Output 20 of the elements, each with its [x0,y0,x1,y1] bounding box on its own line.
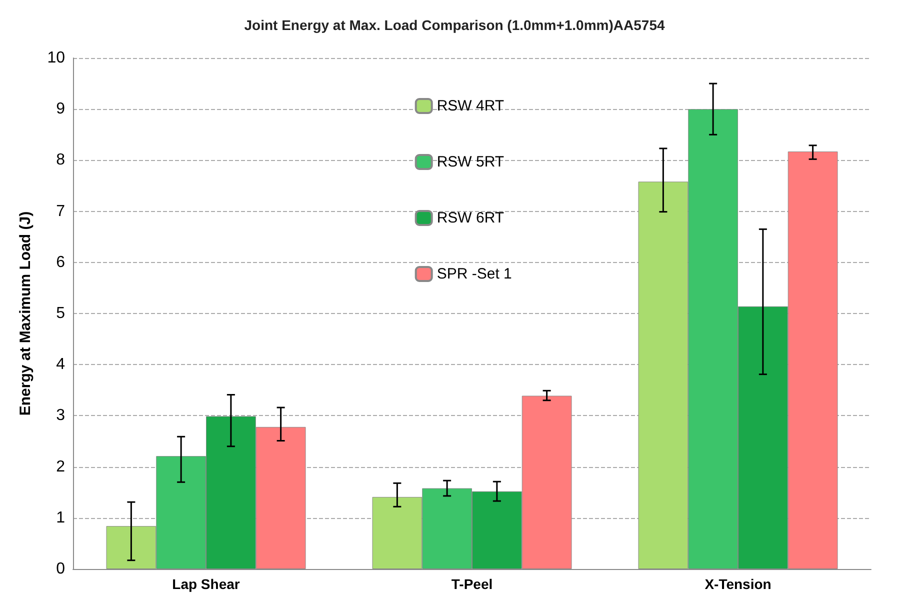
y-tick-label: 6 [56,254,66,271]
x-tick-label: Lap Shear [172,576,240,592]
x-tick-label: X-Tension [704,576,772,592]
y-tick-label: 0 [56,560,66,578]
legend-label: SPR -Set 1 [436,266,512,282]
y-tick-label: 9 [56,100,66,118]
chart-title: Joint Energy at Max. Load Comparison (1.0mm+1.0mm)AA5754 [244,17,665,33]
y-tick-label: 4 [56,356,66,374]
y-tick-label: 7 [56,202,66,220]
y-axis-title: Energy at Maximum Load (J) [17,211,34,416]
legend-label: RSW 6RT [436,210,504,226]
x-tick-label: T-Peel [451,576,493,592]
legend-label: RSW 4RT [436,98,504,114]
y-tick-label: 3 [56,407,66,424]
y-tick-label: 8 [56,152,66,169]
y-tick-label: 10 [47,50,66,66]
y-tick-label: 5 [56,305,66,322]
y-tick-label: 2 [56,458,66,476]
legend-label: RSW 5RT [436,154,504,170]
y-tick-label: 1 [56,509,66,526]
